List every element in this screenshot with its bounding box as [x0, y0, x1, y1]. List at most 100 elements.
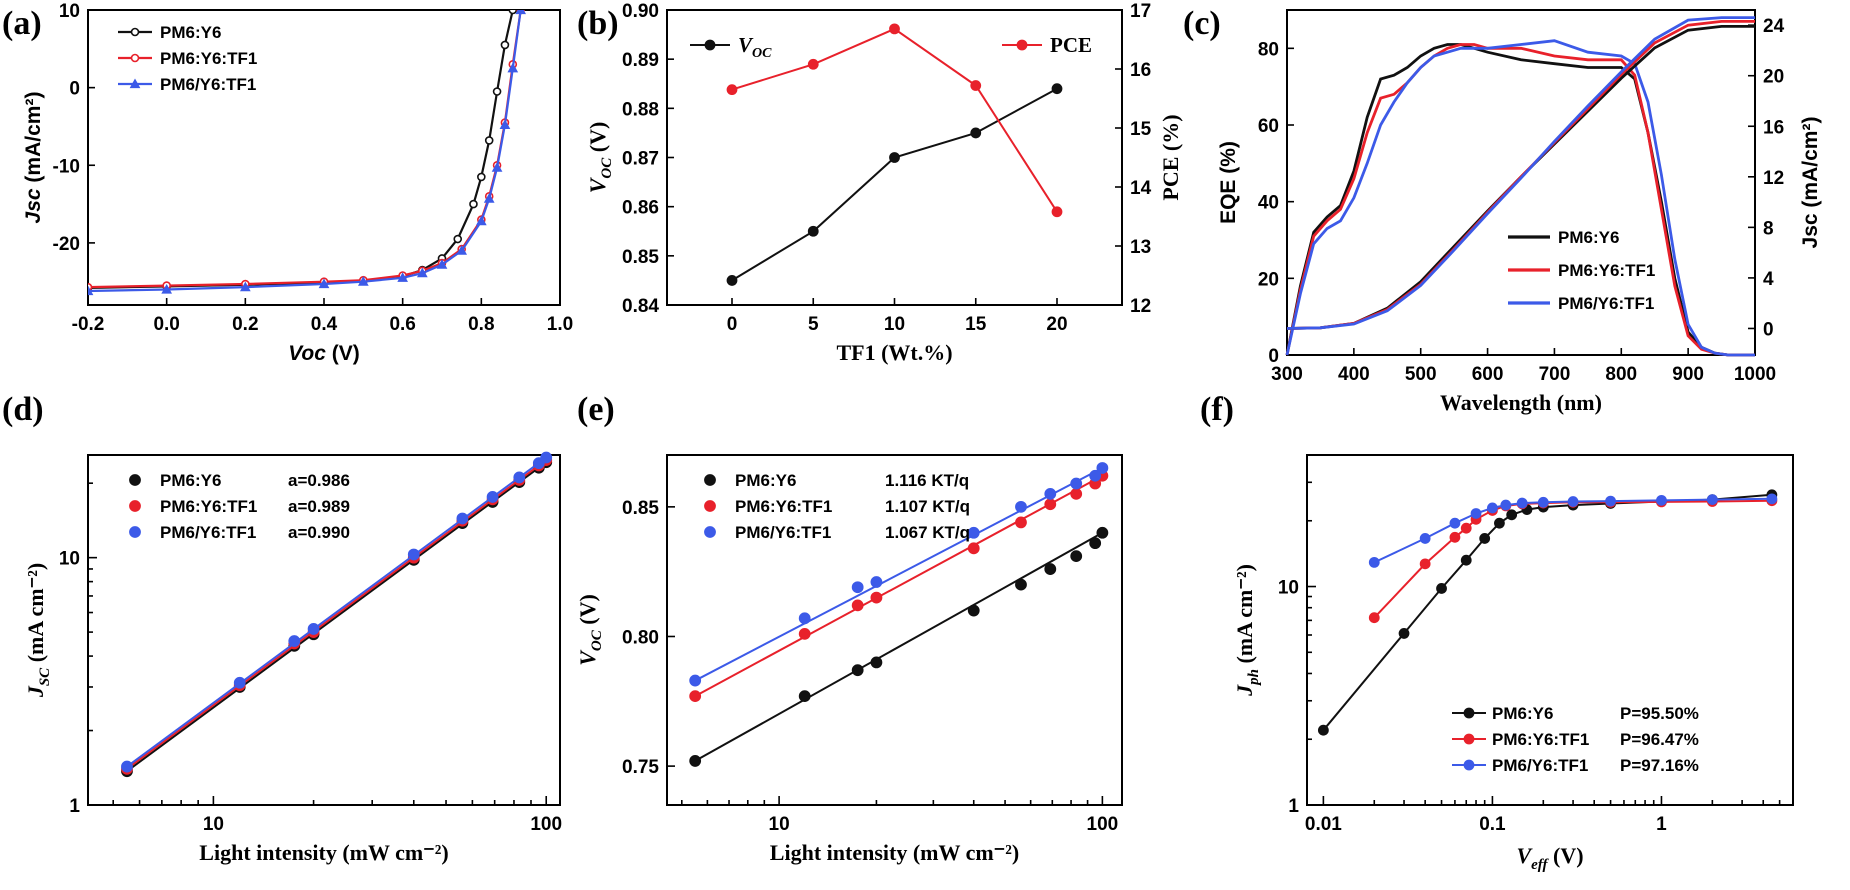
f-legend-marker-1: [1463, 733, 1475, 745]
f-series-1-point-1: [1419, 558, 1431, 570]
a-series-2-line: [88, 10, 522, 293]
f-xtick-2-label: 1: [1656, 814, 1667, 835]
c-series-5-line: [1286, 16, 1755, 330]
f-series-2-point-7: [1537, 496, 1549, 508]
c-xtick-3-label: 600: [1472, 364, 1504, 385]
d-xtick-0-label: 10: [203, 814, 224, 835]
d-ylabel-main: J: [23, 685, 48, 698]
e-ylabel: VOC (V): [575, 594, 605, 666]
b-xtick-3-label: 15: [965, 314, 987, 335]
f-legend-fit-0: P=95.50%: [1620, 704, 1699, 723]
a-xtick-2-label: 0.2: [232, 314, 258, 335]
d-legend-fit-1: a=0.989: [288, 497, 350, 516]
e-series-1-point-1: [798, 627, 811, 640]
b-ytick-2-label: 0.86: [622, 198, 659, 219]
a-series-2-point-4: [357, 276, 369, 286]
c-xtick-0-label: 300: [1271, 364, 1303, 385]
e-series-0-point-5: [1015, 578, 1027, 591]
a-legend-label-2: PM6/Y6:TF1: [160, 75, 256, 94]
e-series-1-point-3: [870, 591, 883, 604]
a-legend-marker-0: [130, 27, 140, 37]
b-ytick-4-label: 0.88: [622, 99, 659, 120]
e-series-0-point-3: [870, 656, 883, 669]
b-y2tick-0-label: 12: [1130, 296, 1151, 317]
e-series-0-point-7: [1070, 550, 1083, 563]
c-xtick-1-label: 400: [1338, 364, 1370, 385]
a-ytick-2-label: -10: [53, 156, 80, 177]
d-series-2-point-7: [513, 471, 526, 484]
c-legend-label-2: PM6/Y6:TF1: [1558, 294, 1654, 313]
f-legend-fit-2: P=97.16%: [1620, 756, 1699, 775]
d-legend-marker-1: [129, 500, 141, 512]
a-series-2-point-13: [507, 62, 519, 73]
c-legend-label-1: PM6:Y6:TF1: [1558, 261, 1655, 280]
e-legend-fit-1: 1.107 KT/q: [885, 497, 970, 516]
f-series-0-point-2: [1436, 583, 1447, 594]
a-series-2-point-6: [416, 267, 428, 278]
a-series-0-line: [88, 10, 514, 289]
a-legend-marker-1: [130, 53, 140, 63]
b-series-1-point-1: [807, 58, 819, 70]
chart-b: 0 5 10 15 20 0.84 0.85 0.86 0.87 0.88 0.89 0.90 12 13…: [585, 1, 1183, 365]
e-series-0-point-9: [1096, 526, 1109, 539]
e-series-2-point-4: [967, 526, 980, 539]
d-legend-label-1: PM6:Y6:TF1: [160, 497, 257, 516]
b-ylabel-suffix: (V): [585, 122, 610, 158]
b-ytick-5-label: 0.89: [622, 50, 659, 71]
d-xlabel: Light intensity (mW cm⁻²): [199, 840, 448, 865]
e-series-1-point-0: [689, 690, 702, 703]
b-legend-voc-main: V: [738, 33, 754, 57]
e-series-2-point-8: [1089, 469, 1102, 482]
b-series-0-point-3: [970, 127, 982, 139]
d-frame: [87, 454, 561, 806]
b-ytick-0-label: 0.84: [622, 296, 659, 317]
c-ytick-0-label: 0: [1268, 346, 1279, 367]
d-legend-marker-0: [129, 474, 141, 486]
b-legend-marker-pce: [1016, 39, 1028, 51]
a-series-0-point-8: [453, 234, 463, 244]
e-legend-fit-2: 1.067 KT/q: [885, 523, 970, 542]
a-xlabel: Voc (V): [288, 342, 360, 365]
a-xtick-6-label: 1.0: [547, 314, 573, 335]
b-y2tick-4-label: 16: [1130, 60, 1151, 81]
a-series-2-point-3: [318, 278, 330, 289]
c-ytick-4-label: 80: [1258, 39, 1279, 60]
c-ytick-1-label: 20: [1258, 269, 1279, 290]
c-xtick-2-label: 500: [1405, 364, 1437, 385]
e-legend-marker-0: [704, 474, 716, 486]
f-series-2-point-11: [1706, 494, 1718, 505]
f-legend-label-0: PM6:Y6: [1492, 704, 1553, 723]
panel-letter-b: (b): [577, 5, 619, 42]
f-series-2-point-5: [1500, 499, 1512, 511]
b-series-1-point-0: [726, 84, 738, 96]
b-y2tick-3-label: 15: [1130, 119, 1152, 140]
e-legend-label-0: PM6:Y6: [735, 471, 796, 490]
e-fit-line-1: [694, 474, 1103, 697]
f-series-2-point-6: [1516, 497, 1528, 509]
a-ytick-3-label: -20: [53, 234, 80, 255]
c-ylabel: EQE (%): [1217, 141, 1240, 224]
d-legend-label-0: PM6:Y6: [160, 471, 221, 490]
e-series-0-point-0: [689, 755, 702, 767]
d-series-2-point-3: [307, 623, 320, 635]
c-series-1-line: [1285, 43, 1755, 357]
b-xtick-4-label: 20: [1046, 314, 1067, 335]
a-series-2-point-2: [239, 281, 251, 292]
c-y2label: Jsc (mA/cm²): [1799, 117, 1822, 249]
f-series-2-point-9: [1605, 495, 1616, 507]
a-ylabel: Jsc (mA/cm²): [22, 92, 45, 224]
f-series-0-point-5: [1494, 517, 1505, 529]
b-xtick-0-label: 0: [727, 314, 738, 335]
panel-letter-a: (a): [2, 5, 42, 42]
a-ylabel-unit: (mA/cm²): [22, 92, 45, 183]
f-legend-label-2: PM6/Y6:TF1: [1492, 756, 1588, 775]
a-xtick-1-label: 0.0: [153, 314, 179, 335]
b-series-1-point-2: [889, 23, 900, 35]
b-series-0-point-0: [726, 275, 738, 286]
a-series-2-point-12: [499, 119, 511, 129]
e-ylabel-sub: OC: [589, 629, 605, 651]
chart-c: 300 400 500 600 700 800 900 1000020406080048121…: [1217, 9, 1822, 415]
e-fit-line-0: [694, 531, 1103, 762]
a-ytick-0-label: 10: [59, 1, 80, 22]
